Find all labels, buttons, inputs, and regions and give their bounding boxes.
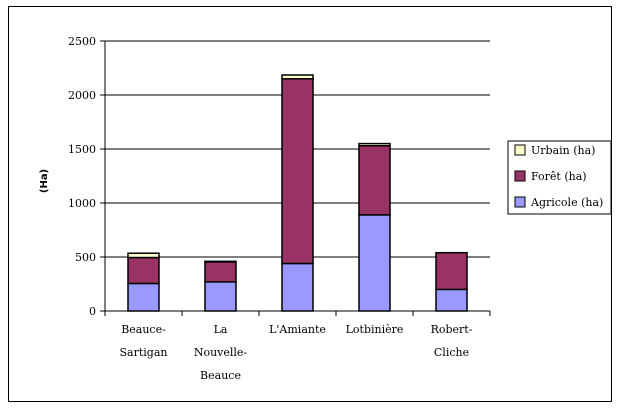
y-tick-label-1500: 1500 bbox=[68, 143, 96, 156]
y-axis-label: (Ha) bbox=[39, 169, 50, 193]
y-tick-label-500: 500 bbox=[75, 251, 96, 264]
bar-segment-5-series-2 bbox=[435, 251, 468, 291]
x-category-label: La bbox=[214, 323, 228, 336]
bar-segment-2-series-3 bbox=[204, 260, 237, 263]
x-category-label: Nouvelle- bbox=[194, 346, 248, 359]
x-category-label: L'Amiante bbox=[269, 323, 326, 336]
x-category-label: Cliche bbox=[434, 346, 469, 359]
bar-segment-2-series-2 bbox=[204, 261, 237, 283]
bar-segment-4-series-1 bbox=[358, 214, 391, 312]
x-category-label: Lotbinière bbox=[346, 323, 404, 336]
x-category-label: Beauce bbox=[200, 369, 241, 382]
bars bbox=[127, 74, 468, 312]
y-tick-label-2000: 2000 bbox=[68, 89, 96, 102]
bar-segment-5-series-1 bbox=[435, 288, 468, 312]
bar-segment-3-series-3 bbox=[281, 74, 314, 80]
x-category-labels: Beauce- Sartigan La Nouvelle- Beauce L'Amiant… bbox=[120, 323, 473, 382]
bar-segment-2-series-1 bbox=[204, 281, 237, 312]
legend-swatch-2 bbox=[514, 170, 526, 182]
bar-segment-1-series-3 bbox=[127, 252, 160, 259]
y-tick-label-0: 0 bbox=[89, 305, 96, 318]
legend-swatch-1 bbox=[514, 196, 526, 208]
legend-entry-2: Forêt (ha) bbox=[531, 170, 587, 183]
bar-segment-4-series-2 bbox=[358, 145, 391, 216]
bar-segment-3-series-2 bbox=[281, 78, 314, 265]
y-tick-label-1000: 1000 bbox=[68, 197, 96, 210]
x-category-label: Sartigan bbox=[120, 346, 168, 359]
y-tick-labels: 0 500 1000 1500 2000 2500 bbox=[68, 35, 96, 318]
axes bbox=[100, 40, 491, 316]
legend-entry-3: Urbain (ha) bbox=[531, 144, 595, 157]
legend-entry-1: Agricole (ha) bbox=[530, 196, 603, 209]
bar-segment-1-series-1 bbox=[127, 282, 160, 312]
bar-segment-3-series-1 bbox=[281, 262, 314, 312]
legend: Urbain (ha) Forêt (ha) Agricole (ha) bbox=[507, 140, 612, 215]
y-tick-label-2500: 2500 bbox=[68, 35, 96, 48]
x-category-label: Beauce- bbox=[121, 323, 166, 336]
bar-segment-1-series-2 bbox=[127, 256, 160, 285]
legend-swatch-3 bbox=[514, 144, 526, 156]
x-category-label: Robert- bbox=[431, 323, 473, 336]
bar-segment-4-series-3 bbox=[358, 142, 391, 147]
